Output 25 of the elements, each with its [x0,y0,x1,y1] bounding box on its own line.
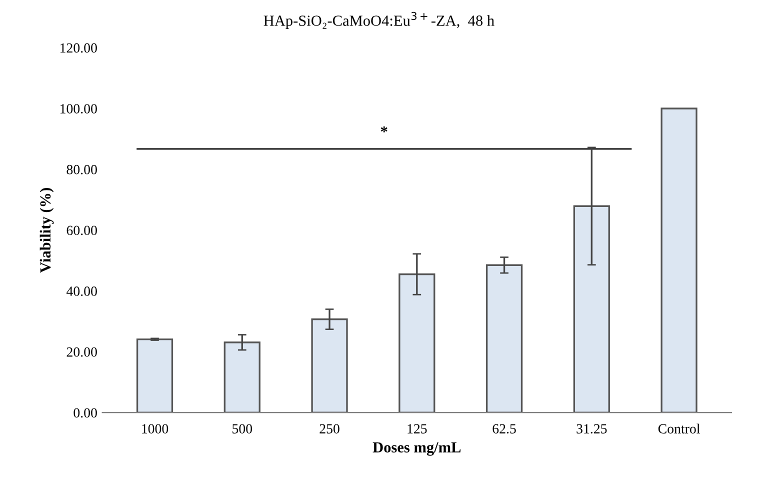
bar [660,108,698,413]
bar [486,264,523,413]
y-tick-label: 100.00 [60,104,97,114]
ref-line-label: * [380,126,388,132]
x-tick-label: 62.5 [492,424,516,434]
bar [224,342,260,413]
x-tick-label: 31.25 [576,424,607,434]
y-axis-title: Viability (%) [40,188,54,273]
y-tick-label: 60.00 [66,226,97,236]
x-tick-label: 1000 [142,424,168,434]
x-tick-label: 125 [408,424,427,434]
x-tick-label: Control [658,424,700,434]
bar [573,205,610,413]
y-tick-label: 80.00 [66,164,97,174]
bar [136,338,174,413]
bar [311,318,348,413]
x-tick-label: 500 [232,424,252,434]
y-tick-label: 0.00 [74,408,97,418]
chart-title: HAp-SiO₂-CaMoO4:Eu$^{3+}$-ZA, 48 h [264,12,494,29]
bar [398,273,436,413]
y-tick-label: 20.00 [66,347,97,357]
x-axis-title: Doses mg/mL [372,442,461,456]
y-tick-label: 120.00 [60,43,97,53]
y-tick-label: 40.00 [66,286,97,296]
x-tick-label: 250 [320,424,340,434]
